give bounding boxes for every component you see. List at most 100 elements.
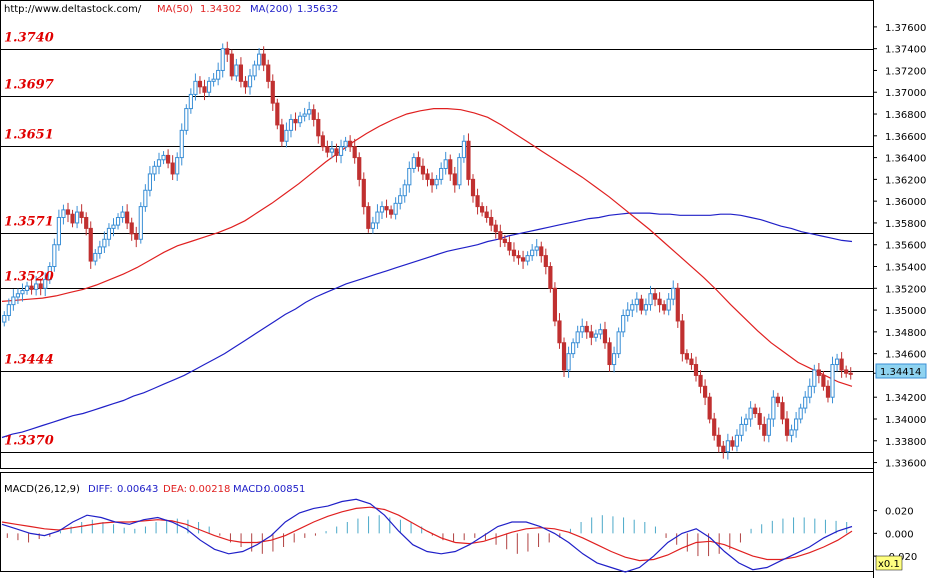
candle-bear <box>516 255 521 259</box>
candle-bull <box>188 93 193 110</box>
candle-bear <box>475 195 480 208</box>
candle-bull <box>193 80 198 95</box>
candle-bear <box>325 146 330 153</box>
candle-bear <box>775 396 781 404</box>
candle-bull <box>102 238 107 248</box>
candle-bear <box>730 440 735 447</box>
candle-bear <box>348 140 353 148</box>
candle-bull <box>206 80 212 93</box>
ma50-label: MA(50) <box>157 4 193 15</box>
candle-bear <box>557 320 562 344</box>
candle-bull <box>379 206 385 213</box>
candle-bull <box>575 331 580 344</box>
macd-scale-tag <box>875 555 903 571</box>
candle-bull <box>734 434 740 447</box>
candle-bear <box>716 434 721 447</box>
candle-bull <box>625 309 630 317</box>
candle-bear <box>844 369 849 374</box>
price-tick-label: 1.36200 <box>885 175 926 186</box>
candle-bull <box>284 129 289 142</box>
candle-bull <box>725 440 730 453</box>
price-tick-label: 1.35200 <box>885 284 926 295</box>
candle-bear <box>38 283 43 289</box>
candle-bear <box>502 238 507 244</box>
candle-bull <box>6 304 11 317</box>
candle-bull <box>56 216 61 246</box>
candle-bull <box>175 157 180 175</box>
candle-bull <box>34 283 39 290</box>
candle-bear <box>316 118 321 137</box>
level-label: 1.3740 <box>4 31 54 46</box>
candle-bear <box>539 246 544 257</box>
candle-bear <box>279 124 284 142</box>
candle-bull <box>789 429 794 436</box>
candle-bull <box>525 255 530 262</box>
candle-bear <box>166 154 171 164</box>
candles <box>2 41 853 460</box>
candle-bull <box>457 157 462 186</box>
candle-bear <box>602 329 608 344</box>
macd-macd-label: MACD: <box>233 484 266 495</box>
price-tick-label: 1.33800 <box>885 437 926 448</box>
candle-bear <box>84 216 89 229</box>
macd-name: MACD(26,12,9) <box>4 484 80 495</box>
candle-bull <box>152 165 157 175</box>
candle-bull <box>580 325 585 333</box>
candle-bull <box>798 407 803 420</box>
macd-tick-label: 0.000 <box>885 529 914 540</box>
candle-bear <box>334 148 339 156</box>
candle-bear <box>65 209 71 215</box>
candle-bull <box>143 189 148 208</box>
candle-bull <box>434 178 439 186</box>
macd-diff-line <box>1 498 853 573</box>
price-tick-label: 1.37400 <box>885 45 926 56</box>
candle-bear <box>753 407 758 415</box>
price-tick-label: 1.35800 <box>885 219 926 230</box>
candle-bear <box>384 206 389 211</box>
candle-bear <box>197 80 203 88</box>
ma200-line <box>1 212 853 439</box>
candle-bear <box>498 231 503 240</box>
ma200-value: 1.35632 <box>297 4 338 15</box>
current-price-value: 1.34414 <box>880 367 921 378</box>
candle-bull <box>61 209 66 218</box>
macd-diff-value: 0.00643 <box>117 484 158 495</box>
candle-bear <box>352 146 357 159</box>
candle-bull <box>739 423 744 436</box>
current-price-tag <box>875 363 927 379</box>
price-plot-frame <box>0 0 874 469</box>
candle-bear <box>470 178 476 197</box>
price-tick-label: 1.37000 <box>885 88 926 99</box>
candle-bull <box>2 315 7 323</box>
candle-bear <box>721 445 726 453</box>
candle-bear <box>675 287 680 322</box>
candle-bull <box>216 69 221 80</box>
candle-bear <box>416 157 421 167</box>
source-url[interactable]: http://www.deltastock.com/ <box>4 4 142 15</box>
candle-bear <box>657 298 662 306</box>
macd-dea-line <box>1 506 853 562</box>
candle-bear <box>816 369 821 376</box>
candle-bear <box>707 396 712 420</box>
macd-lines <box>1 498 853 573</box>
candle-bear <box>662 304 667 311</box>
macd-scale-label: x0.1 <box>878 559 900 570</box>
macd-tick-label: 0.020 <box>885 507 914 518</box>
candle-bull <box>370 222 375 229</box>
level-labels: 1.3740 1.3697 1.3651 1.3571 1.3520 1.3444 1.33… <box>4 31 54 449</box>
price-tick-label: 1.35600 <box>885 241 926 252</box>
candle-bear <box>261 53 266 66</box>
candle-bear <box>839 358 844 371</box>
candle-bear <box>684 353 689 360</box>
candle-bear <box>275 102 280 126</box>
candle-bull <box>147 173 152 191</box>
candle-bull <box>47 266 52 281</box>
candle-bear <box>429 178 435 186</box>
candle-bear <box>780 402 785 420</box>
candle-bull <box>24 285 30 291</box>
candle-bear <box>79 211 84 218</box>
candle-bear <box>448 159 453 175</box>
candle-bull <box>398 195 403 204</box>
candle-bear <box>452 173 457 186</box>
